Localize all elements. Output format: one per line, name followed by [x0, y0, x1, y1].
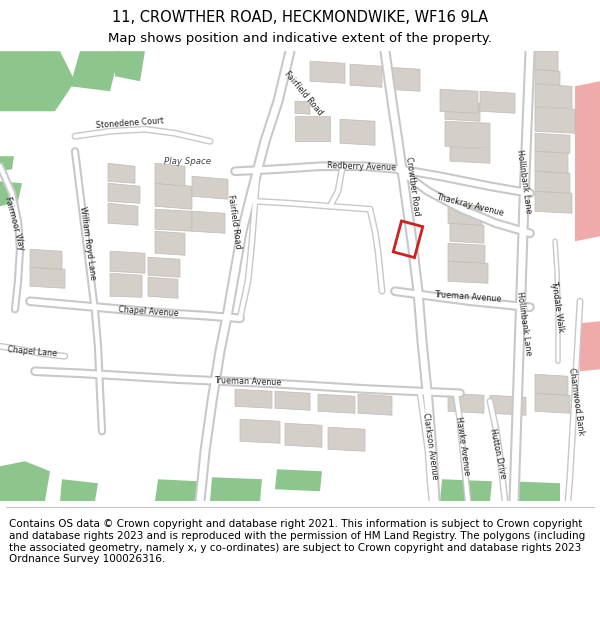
- Polygon shape: [275, 391, 310, 410]
- Polygon shape: [285, 423, 322, 448]
- Polygon shape: [30, 268, 65, 288]
- Polygon shape: [445, 101, 480, 121]
- Polygon shape: [480, 91, 515, 113]
- Text: Charnwood Bank: Charnwood Bank: [567, 367, 585, 436]
- Polygon shape: [110, 273, 142, 298]
- Polygon shape: [448, 243, 485, 263]
- Polygon shape: [148, 278, 178, 298]
- Polygon shape: [192, 176, 228, 199]
- Polygon shape: [580, 321, 600, 371]
- Polygon shape: [30, 249, 62, 269]
- Polygon shape: [535, 191, 572, 213]
- Polygon shape: [535, 69, 560, 85]
- Polygon shape: [155, 479, 198, 501]
- Text: Hutton Drive: Hutton Drive: [488, 428, 508, 479]
- Text: Fairmoor Way: Fairmoor Way: [2, 196, 25, 251]
- Text: Fairfield Road: Fairfield Road: [226, 194, 242, 249]
- Polygon shape: [0, 156, 14, 171]
- Polygon shape: [155, 163, 185, 186]
- Polygon shape: [192, 211, 225, 233]
- Polygon shape: [535, 171, 570, 193]
- Polygon shape: [240, 419, 280, 443]
- Polygon shape: [358, 394, 392, 415]
- Polygon shape: [450, 223, 484, 243]
- Polygon shape: [155, 183, 192, 209]
- Polygon shape: [448, 203, 482, 225]
- Polygon shape: [340, 119, 375, 145]
- Polygon shape: [448, 393, 484, 413]
- Polygon shape: [440, 89, 478, 113]
- Polygon shape: [295, 101, 310, 114]
- Polygon shape: [535, 151, 568, 173]
- Text: Trueman Avenue: Trueman Avenue: [434, 291, 502, 304]
- Polygon shape: [328, 428, 365, 451]
- Text: Thackray Avenue: Thackray Avenue: [435, 192, 505, 218]
- Polygon shape: [535, 393, 570, 413]
- Polygon shape: [318, 394, 355, 413]
- Polygon shape: [148, 258, 180, 278]
- Polygon shape: [108, 203, 138, 225]
- Polygon shape: [535, 107, 575, 133]
- Polygon shape: [0, 461, 50, 501]
- Text: 11, CROWTHER ROAD, HECKMONDWIKE, WF16 9LA: 11, CROWTHER ROAD, HECKMONDWIKE, WF16 9L…: [112, 11, 488, 26]
- Polygon shape: [445, 121, 490, 148]
- Polygon shape: [108, 183, 140, 203]
- Text: Clarkson Avenue: Clarkson Avenue: [421, 412, 439, 480]
- Text: Tyndale Walk: Tyndale Walk: [549, 279, 565, 333]
- Polygon shape: [110, 251, 145, 273]
- Polygon shape: [115, 51, 145, 81]
- Polygon shape: [535, 133, 570, 153]
- Text: Trueman Avenue: Trueman Avenue: [214, 376, 282, 387]
- Polygon shape: [388, 68, 420, 91]
- Text: Chapel Avenue: Chapel Avenue: [118, 304, 178, 318]
- Text: Contains OS data © Crown copyright and database right 2021. This information is : Contains OS data © Crown copyright and d…: [9, 519, 585, 564]
- Polygon shape: [0, 181, 22, 206]
- Text: Map shows position and indicative extent of the property.: Map shows position and indicative extent…: [108, 32, 492, 45]
- Polygon shape: [440, 479, 492, 501]
- Polygon shape: [575, 81, 600, 241]
- Polygon shape: [350, 64, 382, 88]
- Polygon shape: [490, 395, 526, 415]
- Polygon shape: [535, 84, 572, 108]
- Text: Stonedene Court: Stonedene Court: [96, 116, 164, 130]
- Polygon shape: [235, 389, 272, 408]
- Polygon shape: [155, 209, 192, 231]
- Polygon shape: [310, 61, 345, 83]
- Text: Crowther Road: Crowther Road: [404, 156, 422, 216]
- Polygon shape: [275, 469, 322, 491]
- Text: William Royd Lane: William Royd Lane: [79, 206, 98, 281]
- Text: Redberry Avenue: Redberry Avenue: [328, 161, 397, 172]
- Polygon shape: [535, 374, 568, 395]
- Text: Hollinbank Lane: Hollinbank Lane: [515, 291, 533, 356]
- Polygon shape: [155, 231, 185, 255]
- Polygon shape: [108, 163, 135, 183]
- Polygon shape: [0, 51, 75, 111]
- Polygon shape: [510, 481, 560, 501]
- Text: Play Space: Play Space: [164, 157, 212, 166]
- Text: Chapel Lane: Chapel Lane: [7, 344, 57, 358]
- Polygon shape: [448, 261, 488, 283]
- Text: Hollinbank Lane: Hollinbank Lane: [515, 149, 533, 214]
- Polygon shape: [295, 116, 330, 141]
- Text: Fairfield Road: Fairfield Road: [282, 69, 324, 117]
- Polygon shape: [535, 51, 558, 71]
- Text: Hawke Avenue: Hawke Avenue: [454, 416, 472, 476]
- Polygon shape: [450, 148, 490, 163]
- Polygon shape: [70, 51, 120, 91]
- Polygon shape: [210, 478, 262, 501]
- Polygon shape: [60, 479, 98, 501]
